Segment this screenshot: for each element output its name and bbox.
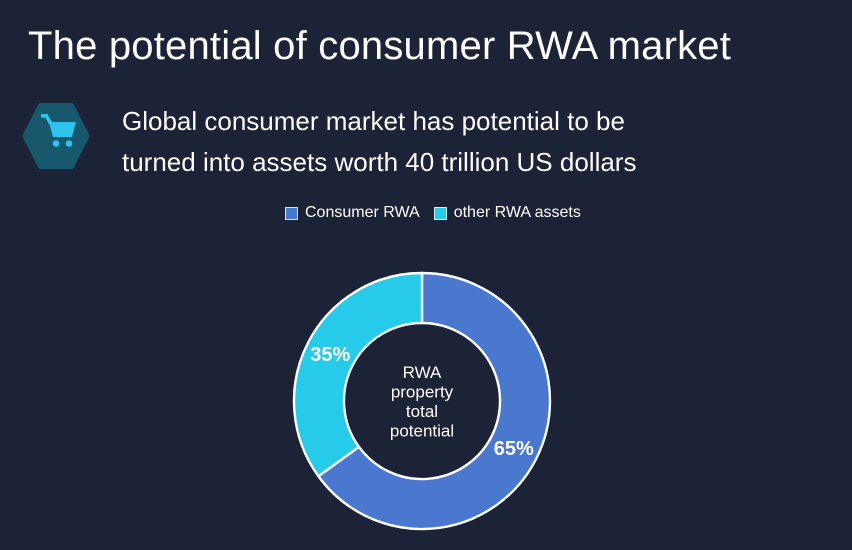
legend-label: other RWA assets — [453, 204, 581, 221]
market-icon-badge — [22, 100, 90, 172]
legend-swatch — [433, 206, 447, 220]
shopping-cart-icon — [41, 114, 76, 147]
legend-label: Consumer RWA — [305, 204, 420, 221]
slice-label: 65% — [494, 438, 534, 460]
chart-legend: Consumer RWA other RWA assets — [285, 204, 581, 222]
legend-item: other RWA assets — [433, 204, 581, 222]
slice-label: 35% — [310, 344, 350, 366]
subtitle: Global consumer market has potential to … — [122, 101, 636, 183]
subtitle-line-1: Global consumer market has potential to … — [122, 106, 625, 136]
legend-item: Consumer RWA — [285, 204, 420, 222]
donut-slice — [317, 271, 552, 531]
page-title: The potential of consumer RWA market — [28, 24, 732, 68]
legend-swatch — [285, 206, 298, 220]
donut-center-label: RWA property total potential — [390, 363, 454, 441]
subtitle-line-2: turned into assets worth 40 trillion US … — [122, 147, 637, 177]
donut-slice — [292, 271, 424, 478]
donut-chart: 65% 35% RWA property total potential — [292, 271, 552, 531]
hexagon-cart-graphic — [22, 103, 90, 169]
